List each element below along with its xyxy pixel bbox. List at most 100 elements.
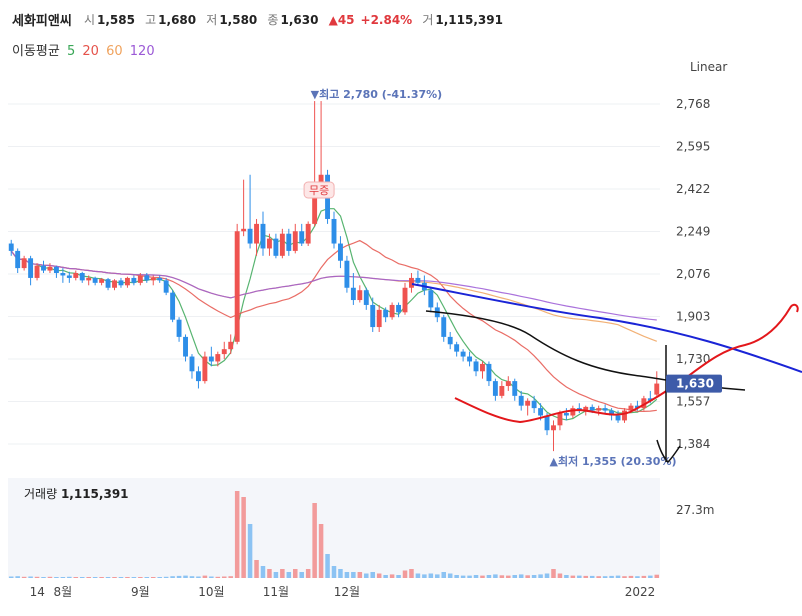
volume-panel-value: 1,115,391: [60, 487, 129, 501]
open-value: 1,585: [97, 12, 135, 27]
volume-bar: [351, 572, 356, 578]
ma5-legend: 5: [66, 44, 76, 59]
volume-bar: [318, 524, 324, 578]
volume-bar: [383, 575, 388, 578]
candle-body: [247, 228, 253, 244]
candle-body: [409, 277, 414, 288]
candle-body: [486, 363, 492, 382]
ma60-legend: 60: [106, 44, 123, 59]
volume-bar: [525, 575, 530, 578]
candle-body: [131, 277, 137, 283]
drawn-blue-trendline: [411, 283, 802, 373]
candle-body: [41, 265, 46, 271]
change-value: 45: [337, 12, 355, 27]
volume-bar: [654, 574, 660, 578]
candle-body: [544, 415, 550, 431]
x-tick-label: 10월: [198, 585, 224, 599]
scale-mode-toggle[interactable]: Linear: [690, 60, 728, 74]
candle-body: [525, 400, 531, 406]
volume-bar: [312, 503, 317, 578]
y-tick-label: 2,422: [676, 182, 710, 196]
candle-body: [338, 243, 343, 261]
candle-body: [641, 398, 647, 409]
candle-body: [305, 223, 311, 244]
candle-body: [480, 363, 485, 372]
candle-body: [208, 356, 214, 362]
ma20-line: [10, 239, 657, 413]
candle-body: [53, 266, 59, 274]
volume-bar: [499, 575, 505, 578]
stock-name[interactable]: 세화피앤씨: [12, 14, 72, 29]
candle-body: [454, 344, 460, 352]
candle-body: [273, 238, 279, 256]
volume-bar: [183, 575, 188, 578]
candle-body: [538, 408, 544, 416]
candle-body: [312, 182, 318, 224]
candle-body: [602, 408, 608, 411]
volume-bar: [247, 524, 253, 578]
volume-bar: [54, 577, 59, 578]
volume-bar: [467, 575, 472, 578]
volume-bar: [241, 497, 246, 578]
volume-bar: [267, 569, 272, 578]
volume-bar: [47, 576, 53, 578]
ma120-legend: 120: [129, 44, 155, 59]
current-price-label: 1,630: [676, 377, 714, 391]
volume-bar: [150, 577, 156, 578]
candle-body: [99, 279, 105, 283]
candle-body: [589, 406, 595, 411]
candle-body: [15, 250, 21, 269]
candle-body: [654, 383, 660, 395]
volume-bar: [254, 560, 259, 578]
volume-bar: [454, 575, 459, 578]
volume-bar: [357, 572, 363, 578]
volume-bar: [8, 576, 14, 578]
volume-bar: [234, 491, 240, 578]
volume-bar: [583, 575, 589, 578]
candle-body: [144, 275, 150, 281]
x-tick-label: 11월: [263, 585, 289, 599]
min-price-annotation: ▲최저 1,355 (20.30%): [549, 454, 676, 468]
candle-body: [467, 356, 473, 362]
volume-bar: [389, 574, 395, 578]
candle-body: [518, 395, 524, 406]
volume-bar: [615, 575, 621, 578]
change-percent: +2.84%: [360, 12, 413, 27]
stock-header: 세화피앤씨 시 1,585 고 1,680 저 1,580 종 1,630 ▲45 +2.…: [12, 10, 509, 30]
candle-body: [266, 238, 272, 249]
volume-bar: [273, 572, 279, 578]
candle-body: [292, 231, 298, 251]
drawn-vertical-arrow: [656, 345, 681, 464]
low-label: 저: [206, 13, 218, 27]
candle-body: [137, 275, 143, 283]
candle-body: [563, 413, 569, 416]
candle-body: [170, 292, 176, 320]
event-badge: [303, 181, 335, 199]
volume-bar: [486, 575, 492, 578]
moving-average-legend[interactable]: 이동평균 5 20 60 120: [12, 40, 158, 59]
volume-bar: [609, 575, 614, 578]
change-up-icon: ▲: [328, 12, 338, 27]
max-price-annotation: ▼최고 2,780 (-41.37%): [311, 87, 443, 101]
volume-bar: [86, 577, 91, 578]
volume-bar: [648, 575, 653, 578]
volume-bar: [215, 576, 221, 578]
volume-bar: [286, 572, 292, 578]
open-label: 시: [83, 13, 95, 27]
volume-bar: [112, 577, 117, 578]
candle-body: [34, 265, 40, 278]
x-tick-label: 12월: [334, 585, 360, 599]
candle-body: [228, 341, 234, 350]
volume-bar: [21, 576, 27, 578]
candle-body: [157, 277, 163, 281]
candle-body: [183, 336, 188, 357]
volume-bar: [422, 574, 427, 578]
candle-body: [254, 223, 259, 244]
low-value: 1,580: [219, 12, 258, 27]
volume-bar: [331, 566, 337, 578]
candle-body: [215, 354, 221, 362]
candle-body: [363, 290, 369, 305]
close-value: 1,630: [280, 12, 319, 27]
candle-body: [505, 381, 511, 387]
